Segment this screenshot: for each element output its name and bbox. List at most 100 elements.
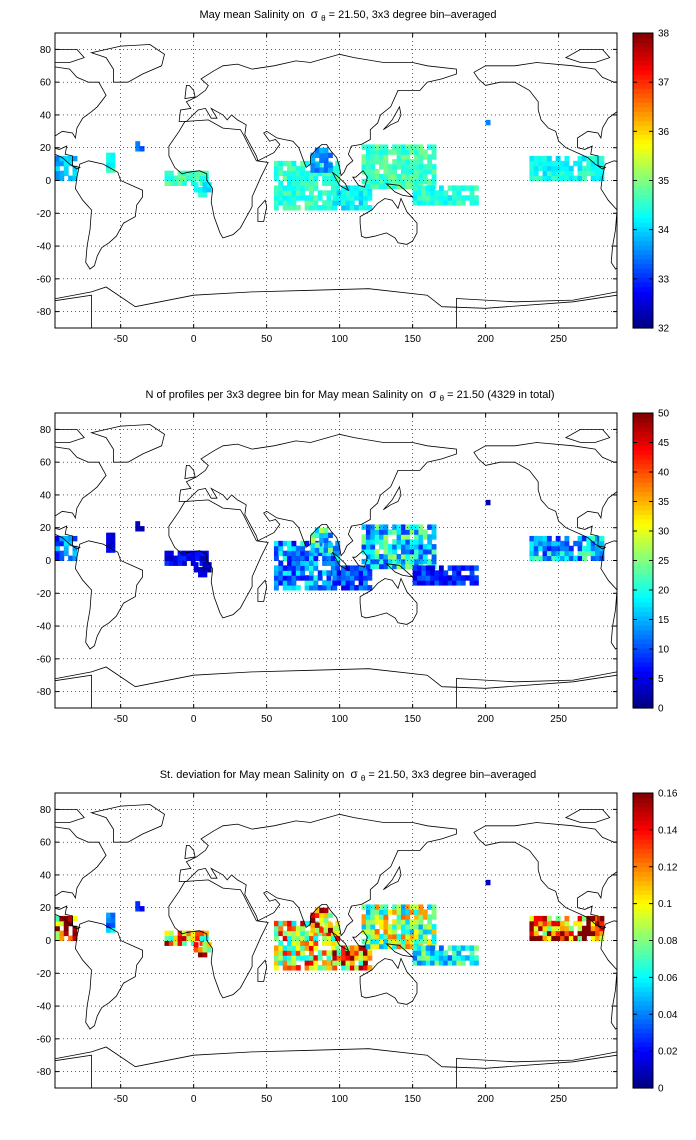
data-cell bbox=[409, 919, 415, 925]
data-cell bbox=[313, 955, 319, 961]
data-cell bbox=[392, 529, 398, 535]
data-cell bbox=[452, 200, 457, 206]
data-cell bbox=[473, 565, 479, 571]
data-cell bbox=[400, 539, 406, 545]
data-cell bbox=[291, 200, 297, 206]
data-cell bbox=[68, 935, 74, 941]
data-cell bbox=[168, 555, 174, 561]
data-cell bbox=[405, 169, 411, 175]
data-cell bbox=[304, 160, 310, 167]
data-cell bbox=[396, 919, 402, 925]
data-cell bbox=[473, 195, 479, 201]
data-cell bbox=[291, 930, 297, 937]
data-cell bbox=[308, 930, 314, 937]
data-cell bbox=[374, 144, 380, 150]
data-cell bbox=[590, 550, 596, 557]
data-cell bbox=[310, 547, 316, 553]
data-cell bbox=[317, 550, 323, 557]
data-cell bbox=[278, 550, 284, 557]
data-cell bbox=[291, 550, 297, 557]
data-cell bbox=[379, 173, 384, 180]
data-cell bbox=[418, 159, 424, 165]
data-cell bbox=[533, 550, 539, 557]
data-cell bbox=[365, 544, 371, 550]
data-cell bbox=[335, 565, 341, 571]
data-cell bbox=[414, 529, 419, 535]
data-cell bbox=[383, 909, 389, 915]
data-cell bbox=[422, 933, 428, 940]
data-cell bbox=[365, 938, 371, 945]
data-cell bbox=[287, 585, 292, 591]
data-cell bbox=[110, 167, 116, 173]
data-cell bbox=[383, 524, 389, 530]
data-cell bbox=[199, 550, 205, 557]
data-cell bbox=[198, 567, 203, 573]
data-cell bbox=[361, 539, 367, 545]
data-cell bbox=[282, 920, 288, 927]
data-cell bbox=[469, 955, 475, 961]
data-cell bbox=[542, 545, 548, 552]
data-cell bbox=[383, 924, 389, 930]
data-cell bbox=[323, 907, 329, 914]
data-cell bbox=[295, 170, 301, 177]
colorbar-step bbox=[633, 440, 653, 446]
data-cell bbox=[431, 938, 437, 945]
colorbar-tick-label: 0 bbox=[658, 1084, 664, 1095]
data-cell bbox=[313, 185, 319, 191]
y-tick-label: 40 bbox=[40, 490, 52, 501]
data-cell bbox=[300, 160, 306, 167]
x-tick-label: -50 bbox=[113, 334, 128, 345]
data-cell bbox=[358, 945, 364, 951]
colorbar-step bbox=[633, 1014, 653, 1020]
data-cell bbox=[273, 585, 279, 591]
colorbar-step bbox=[633, 1051, 653, 1057]
colorbar-tick-label: 0.06 bbox=[658, 973, 678, 984]
data-cell bbox=[430, 185, 436, 191]
coastlines bbox=[55, 44, 617, 328]
data-cell bbox=[599, 535, 605, 542]
data-cell bbox=[273, 950, 279, 956]
data-cell bbox=[314, 547, 320, 553]
data-cells bbox=[55, 119, 605, 211]
data-cell bbox=[295, 555, 301, 561]
data-cell bbox=[546, 170, 552, 177]
data-cell bbox=[323, 167, 329, 173]
data-cell bbox=[400, 919, 406, 925]
data-cell bbox=[418, 929, 424, 935]
data-cell bbox=[193, 562, 199, 568]
data-cell bbox=[422, 149, 428, 155]
data-cell bbox=[186, 935, 192, 941]
colorbar-step bbox=[633, 560, 653, 566]
colorbar-step bbox=[633, 643, 653, 649]
colorbar-step bbox=[633, 240, 653, 246]
data-cell bbox=[55, 175, 60, 181]
data-cell bbox=[59, 555, 65, 561]
data-cell bbox=[370, 553, 376, 560]
data-cell bbox=[452, 185, 457, 191]
data-cell bbox=[430, 570, 436, 576]
data-cell bbox=[379, 943, 384, 950]
data-cell bbox=[443, 580, 449, 586]
data-cell bbox=[438, 945, 444, 951]
data-cell bbox=[379, 154, 384, 160]
data-cell bbox=[374, 929, 380, 935]
data-cell bbox=[452, 565, 457, 571]
data-cell bbox=[168, 180, 174, 186]
data-cell bbox=[358, 185, 364, 191]
colorbar-step bbox=[633, 300, 653, 306]
data-cell bbox=[341, 960, 346, 966]
y-tick-label: 0 bbox=[45, 176, 51, 187]
data-cell bbox=[367, 950, 373, 956]
data-cell bbox=[365, 553, 371, 560]
data-cell bbox=[363, 570, 368, 576]
data-cell bbox=[383, 904, 389, 910]
colorbar-step bbox=[633, 134, 653, 140]
data-cell bbox=[313, 575, 319, 581]
data-cell bbox=[304, 180, 310, 186]
colorbar-step bbox=[633, 995, 653, 1002]
colorbar-step bbox=[633, 648, 653, 654]
data-cell bbox=[577, 920, 583, 927]
data-cell bbox=[456, 195, 462, 201]
data-cell bbox=[396, 553, 402, 560]
data-cell bbox=[308, 205, 314, 211]
